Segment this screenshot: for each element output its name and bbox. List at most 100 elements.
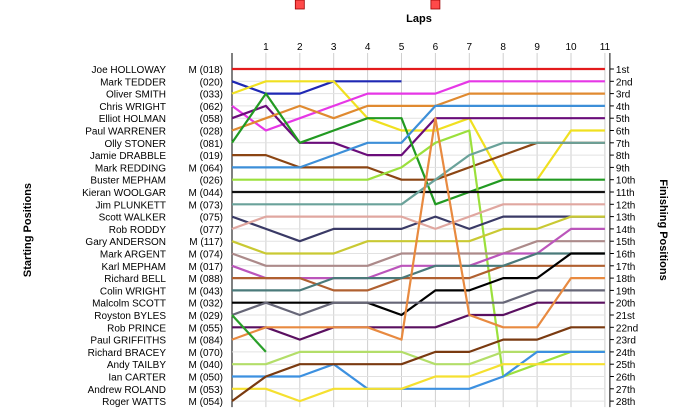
finish-position-label: 1st <box>616 65 630 76</box>
driver-name-label: Gary ANDERSON <box>85 237 166 248</box>
driver-name-label: Paul GRIFFITHS <box>90 336 166 347</box>
lap-tick-label: 10 <box>565 42 577 53</box>
driver-class-label: (077) <box>200 225 223 236</box>
driver-class-label: (058) <box>200 114 223 125</box>
driver-class-label: M (054) <box>189 397 223 408</box>
driver-class-label: (081) <box>200 139 223 150</box>
driver-class-label: M (088) <box>189 274 223 285</box>
finish-position-label: 25th <box>616 360 635 371</box>
series-layer <box>231 67 605 403</box>
finish-position-label: 9th <box>616 163 630 174</box>
driver-class-label: M (050) <box>189 373 223 384</box>
driver-name-label: Mark ARGENT <box>100 250 166 261</box>
lap-tick-label: 2 <box>297 42 303 53</box>
series-line <box>232 141 605 206</box>
finish-position-label: 2nd <box>616 77 633 88</box>
finish-position-label: 28th <box>616 397 635 408</box>
series-line <box>232 363 605 403</box>
driver-class-label: M (064) <box>189 163 223 174</box>
lap-tick-label: 8 <box>500 42 506 53</box>
finish-position-label: 13th <box>616 213 635 224</box>
finish-position-label: 6th <box>616 127 630 138</box>
series-line <box>231 240 605 267</box>
driver-class-label: M (117) <box>189 237 223 248</box>
driver-class-label: (033) <box>200 90 223 101</box>
retired-marker <box>430 0 441 10</box>
finish-position-label: 16th <box>616 250 635 261</box>
series-line <box>231 117 605 341</box>
lap-tick-label: 3 <box>331 42 337 53</box>
driver-name-label: Oliver SMITH <box>106 90 166 101</box>
finish-position-label: 10th <box>616 176 635 187</box>
driver-class-label: M (053) <box>189 385 223 396</box>
lap-tick-label: 6 <box>433 42 439 53</box>
finish-position-label: 11th <box>616 188 635 199</box>
finish-position-label: 26th <box>616 373 635 384</box>
series-line <box>232 301 605 341</box>
finish-position-label: 17th <box>616 262 635 273</box>
lap-tick-label: 7 <box>467 42 473 53</box>
driver-name-label: Mark TEDDER <box>100 77 166 88</box>
driver-name-label: Andrew ROLAND <box>88 385 166 396</box>
series-line <box>232 252 605 292</box>
driver-name-label: Ian CARTER <box>108 373 166 384</box>
finish-position-label: 21st <box>616 311 635 322</box>
finish-position-label: 15th <box>616 237 635 248</box>
driver-name-label: Rob RODDY <box>109 225 167 236</box>
chart-title: Laps <box>406 13 432 25</box>
series-line <box>232 264 605 292</box>
driver-name-label: Richard BELL <box>104 274 166 285</box>
driver-name-label: Jim PLUNKETT <box>95 200 166 211</box>
driver-class-label: M (074) <box>189 250 223 261</box>
finish-position-label: 20th <box>616 299 635 310</box>
finish-position-label: 22nd <box>616 323 638 334</box>
driver-class-label: M (029) <box>189 311 223 322</box>
driver-class-label: (075) <box>200 213 223 224</box>
driver-name-label: Mark REDDING <box>95 163 166 174</box>
driver-name-label: Royston BYLES <box>94 311 166 322</box>
series-line <box>231 80 402 95</box>
lap-tick-label: 4 <box>365 42 371 53</box>
driver-name-label: Olly STONER <box>105 139 167 150</box>
retired-marker <box>294 0 305 10</box>
series-line <box>232 252 605 317</box>
finish-position-label: 18th <box>616 274 635 285</box>
driver-name-label: Rob PRINCE <box>107 323 166 334</box>
finish-position-label: 23rd <box>616 336 636 347</box>
driver-name-label: Andy TAILBY <box>107 360 166 371</box>
driver-name-label: Scott WALKER <box>99 213 166 224</box>
driver-name-label: Roger WATTS <box>102 397 166 408</box>
driver-name-label: Karl MEPHAM <box>102 262 166 273</box>
finish-position-label: 24th <box>616 348 635 359</box>
driver-class-label: M (044) <box>189 188 223 199</box>
y-axis-label-right: Finishing Positions <box>657 179 669 280</box>
finish-position-label: 12th <box>616 200 635 211</box>
series-line <box>231 80 605 181</box>
finish-position-label: 19th <box>616 286 635 297</box>
driver-class-label: (028) <box>200 127 223 138</box>
driver-name-label: Malcolm SCOTT <box>92 299 166 310</box>
driver-class-label: M (040) <box>189 360 223 371</box>
series-line <box>232 129 605 378</box>
series-line <box>231 92 605 206</box>
driver-class-label: M (055) <box>189 323 223 334</box>
driver-name-label: Joe HOLLOWAY <box>92 65 167 76</box>
series-line <box>231 326 605 402</box>
series-line <box>232 104 605 169</box>
driver-name-label: Kieran WOOLGAR <box>82 188 166 199</box>
finish-position-label: 14th <box>616 225 635 236</box>
series-line <box>231 92 605 132</box>
finish-position-label: 7th <box>616 139 630 150</box>
driver-name-label: Elliot HOLMAN <box>99 114 166 125</box>
finish-position-label: 8th <box>616 151 630 162</box>
finish-position-label: 5th <box>616 114 630 125</box>
series-line <box>231 215 605 255</box>
driver-class-label: (062) <box>200 102 223 113</box>
driver-class-label: (020) <box>200 77 223 88</box>
driver-class-label: M (017) <box>189 262 223 273</box>
y-axis-label-left: Starting Positions <box>22 183 34 277</box>
series-line <box>231 104 605 157</box>
driver-class-label: (019) <box>200 151 223 162</box>
driver-name-label: Chris WRIGHT <box>99 102 166 113</box>
